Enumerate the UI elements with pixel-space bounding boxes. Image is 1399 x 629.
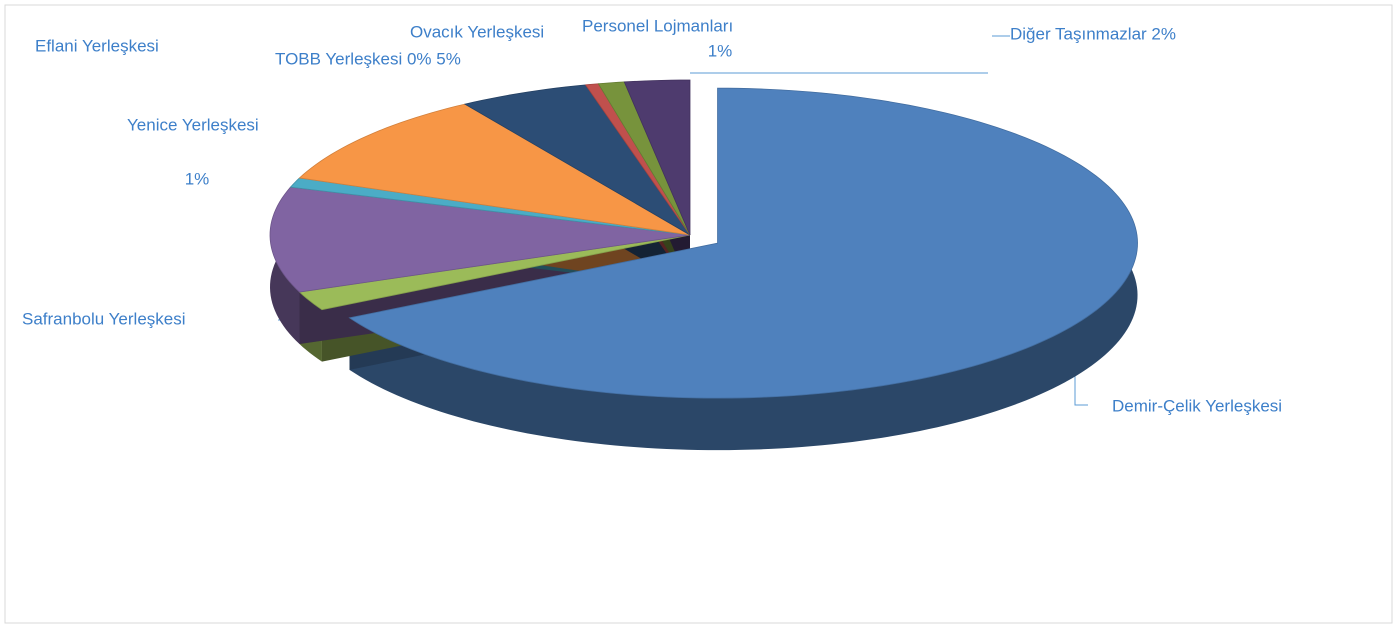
pie-slice [269,186,691,293]
data-label: 1% [185,169,210,188]
data-label: Safranbolu Yerleşkesi [22,309,186,328]
pie-slice [463,84,691,236]
data-label: Ovacık Yerleşkesi [410,22,544,41]
data-label: TOBB Yerleşkesi 0% 5% [275,49,461,68]
leader-lines [278,35,1088,406]
pie-slice [623,79,691,236]
data-label: Diğer Taşınmazlar 2% [1010,24,1176,43]
pie-slice [348,87,1138,399]
pie-slice [298,234,691,311]
pie-slice [298,103,691,236]
leader-line [1074,365,1088,406]
data-label: Yenice Yerleşkesi [127,115,259,134]
data-label: Eflani Yerleşkesi [35,36,159,55]
data-label: Personel Lojmanları [582,16,733,35]
data-label: 1% [708,41,733,60]
data-label: Demir-Çelik Yerleşkesi [1112,396,1282,415]
